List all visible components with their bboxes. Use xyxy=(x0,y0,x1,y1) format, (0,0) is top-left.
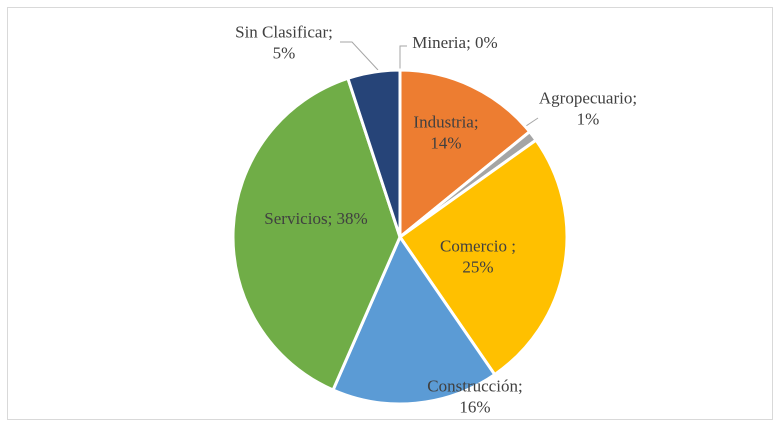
data-label-line: Agropecuario; xyxy=(539,88,637,107)
data-label-line: 14% xyxy=(430,133,461,152)
pie-slice xyxy=(346,68,402,239)
data-label: Mineria; 0% xyxy=(412,33,497,52)
pie-slice xyxy=(231,76,402,392)
data-label-line: Comercio ; xyxy=(440,236,516,255)
data-label: Industria; 14% xyxy=(413,112,478,152)
data-label-line: 16% xyxy=(459,397,490,416)
data-label-line: Industria; xyxy=(413,112,478,131)
data-label-line: Sin Clasificar; xyxy=(235,22,333,41)
data-label-line: Mineria; 0% xyxy=(412,33,497,52)
data-label-line: 1% xyxy=(577,109,600,128)
data-label: Sin Clasificar; 5% xyxy=(235,22,333,62)
data-label-line: Servicios; 38% xyxy=(264,209,367,228)
leader-line xyxy=(340,41,379,71)
leader-line xyxy=(399,45,407,69)
pie-slice xyxy=(398,68,532,239)
data-label-line: 5% xyxy=(273,43,296,62)
data-label-line: 25% xyxy=(462,257,493,276)
data-label: Agropecuario; 1% xyxy=(539,88,637,128)
pie-slice xyxy=(331,235,497,406)
data-label: Comercio ; 25% xyxy=(440,236,516,276)
data-label: Servicios; 38% xyxy=(264,209,367,228)
data-label: Construcción; 16% xyxy=(427,376,522,416)
data-label-line: Construcción; xyxy=(427,376,522,395)
pie-slice xyxy=(398,138,569,377)
